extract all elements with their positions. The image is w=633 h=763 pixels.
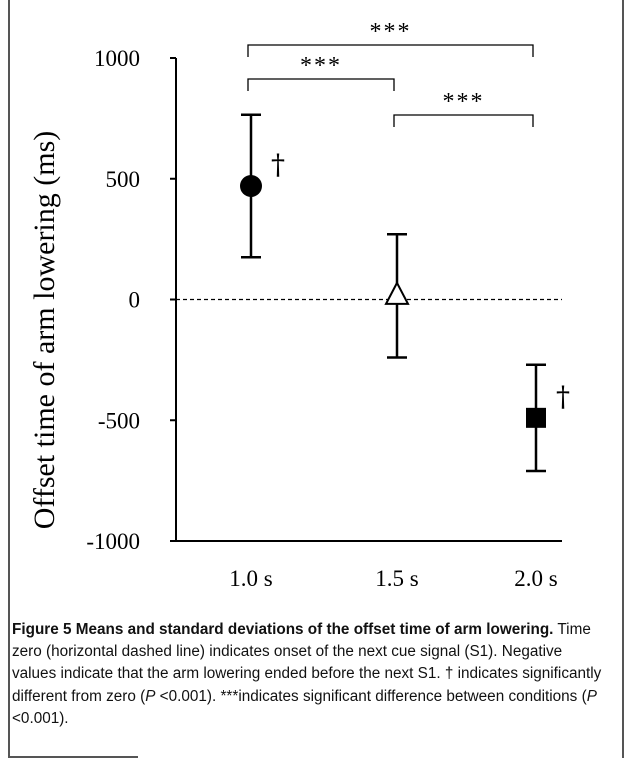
significance-bracket: [247, 44, 534, 57]
x-tick-label: 1.0 s: [229, 566, 273, 591]
caption-text-1: Time zero (horizontal dashed line) indic…: [12, 621, 602, 705]
y-tick-label: -1000: [86, 529, 140, 554]
significance-label: ***: [370, 19, 412, 45]
dagger-symbol: †: [271, 148, 285, 181]
caption-text-2: <0.001). ***indicates significant differ…: [155, 687, 587, 705]
y-tick-label: -500: [98, 408, 140, 433]
significance-daggers: ††: [271, 148, 570, 413]
x-tick-label: 1.5 s: [375, 566, 419, 591]
frame-bottom-edge: [8, 756, 138, 758]
mean-marker-square: [526, 407, 546, 428]
y-tick-label: 0: [129, 288, 141, 313]
mean-marker-circle: [240, 174, 262, 197]
y-tick-label: 500: [106, 167, 141, 192]
significance-label: ***: [443, 89, 485, 115]
data-markers: [240, 174, 546, 428]
significance-bracket: [393, 114, 534, 127]
caption-text-3: <0.001).: [12, 709, 69, 727]
x-tick-label: 2.0 s: [514, 566, 558, 591]
caption-title: Figure 5 Means and standard deviations o…: [12, 621, 554, 638]
y-ticks: 1000 500 0 -500 -1000: [86, 46, 176, 554]
x-ticks: 1.0 s 1.5 s 2.0 s: [229, 566, 558, 591]
significance-bracket: [247, 78, 395, 91]
dagger-symbol: †: [556, 380, 570, 413]
significance-label: ***: [300, 53, 342, 79]
y-axis-label: Offset time of arm lowering (ms): [28, 131, 61, 530]
caption-p-1: P: [145, 687, 156, 705]
figure-caption: Figure 5 Means and standard deviations o…: [12, 619, 608, 730]
y-tick-label: 1000: [94, 46, 140, 71]
significance-brackets: *** *** ***: [247, 19, 534, 127]
caption-p-2: P: [586, 687, 597, 705]
figure-frame: [8, 0, 624, 758]
mean-marker-triangle: [384, 280, 410, 305]
